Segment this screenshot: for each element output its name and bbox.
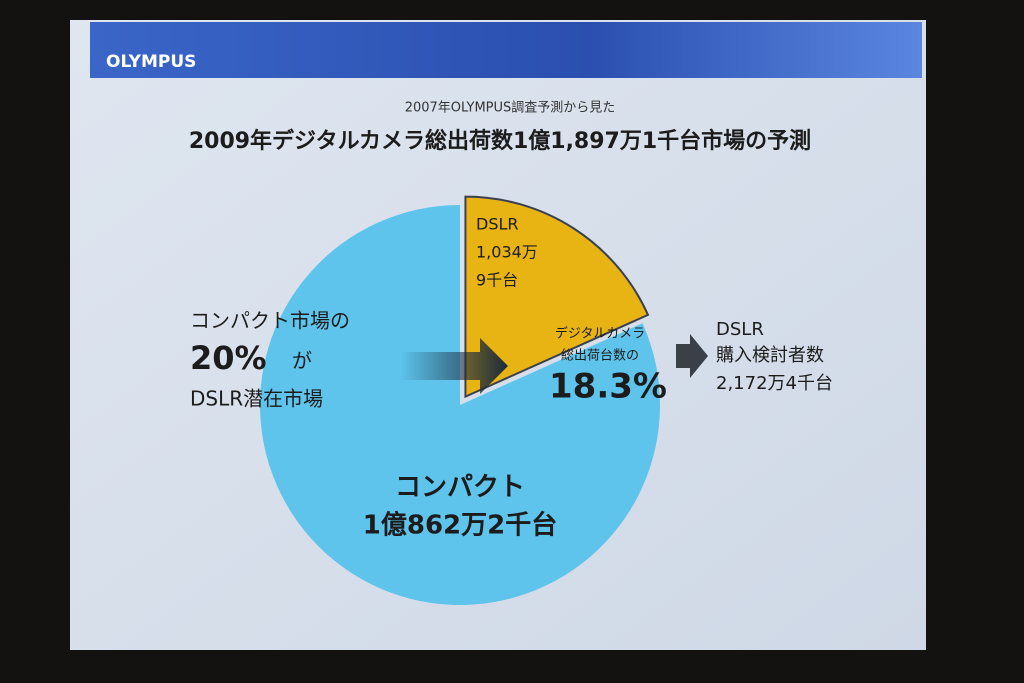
logo: OLYMPUS <box>106 52 196 72</box>
arrow <box>400 338 508 394</box>
right-annotation: 2,172万4千台 <box>716 373 833 394</box>
left-annotation: コンパクト市場の <box>190 309 350 333</box>
pie <box>260 195 661 606</box>
left-annotation: が <box>292 349 312 373</box>
right-annotation: 購入検討者数 <box>716 345 824 366</box>
chart-subtitle: 2007年OLYMPUS調査予測から見た <box>405 101 616 116</box>
slice-label: DSLR <box>476 215 519 234</box>
pie-slice <box>260 205 661 606</box>
slice-label: 9千台 <box>476 271 518 290</box>
chart-title: 2009年デジタルカメラ総出荷数1億1,897万1千台市場の予測 <box>189 128 811 154</box>
value-label: 18.3% <box>549 367 667 407</box>
left-annotation-big: 20% <box>190 339 267 377</box>
slice-label: コンパクト <box>395 473 525 503</box>
arrow <box>676 334 708 378</box>
slice-label: 1,034万 <box>476 243 538 262</box>
left-annotation: DSLR潜在市場 <box>190 387 323 411</box>
slice-label: 1億862万2千台 <box>363 510 557 541</box>
slice-annotation: 総出荷台数の <box>561 349 639 364</box>
slice-annotation: デジタルカメラ <box>555 326 645 342</box>
pie-slice <box>464 195 650 399</box>
right-annotation: DSLR <box>716 319 764 340</box>
banner <box>90 22 922 78</box>
